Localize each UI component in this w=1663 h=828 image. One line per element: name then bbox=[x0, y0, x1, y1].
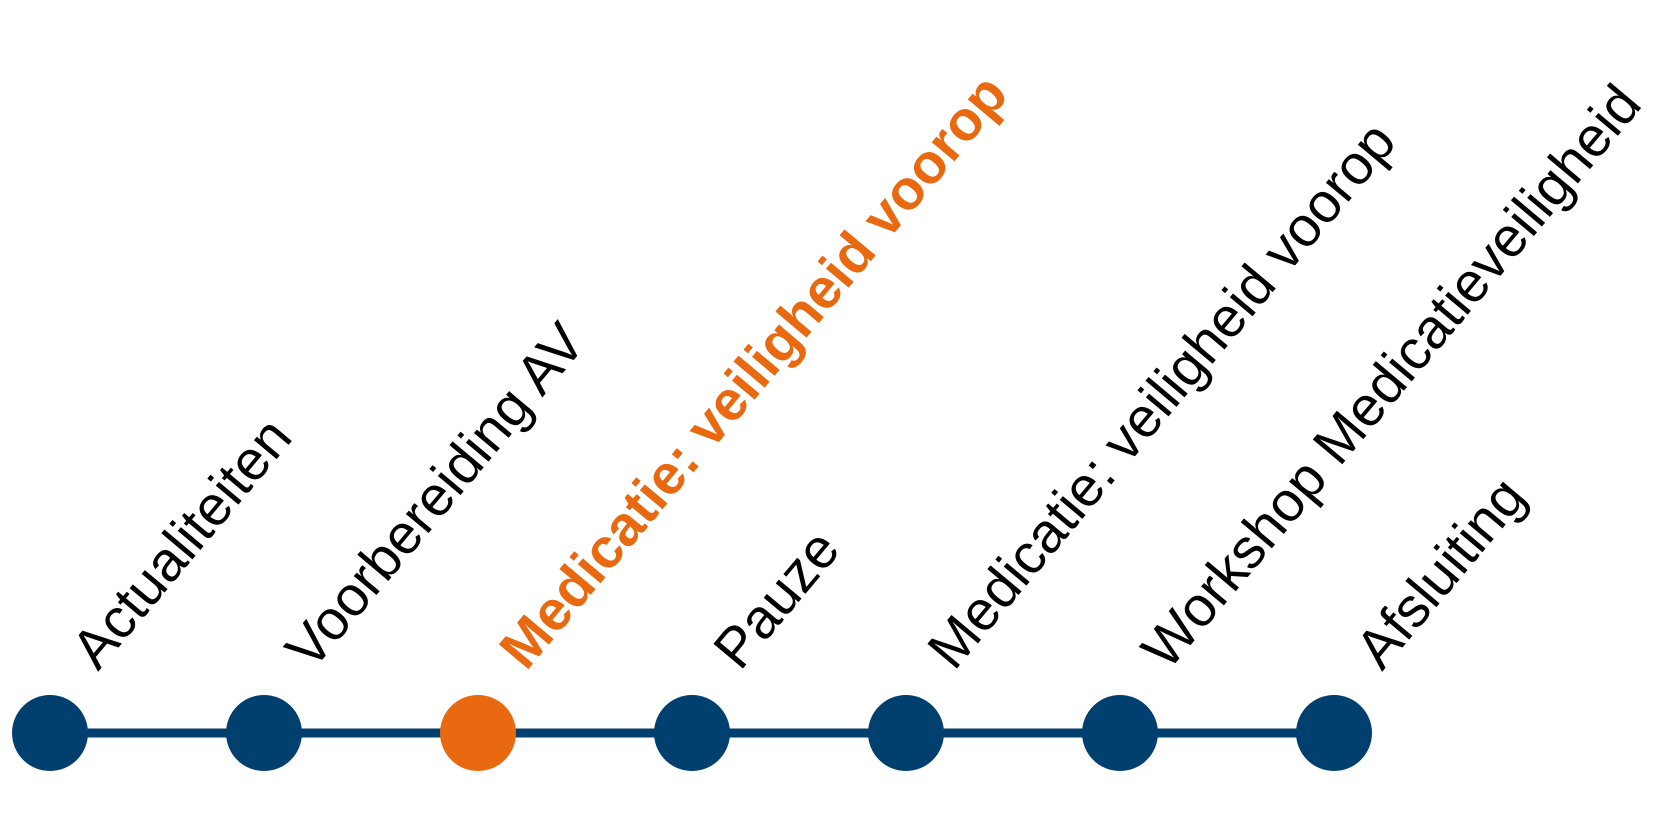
timeline-node bbox=[226, 695, 302, 771]
timeline-node bbox=[1082, 695, 1158, 771]
timeline-node bbox=[868, 695, 944, 771]
timeline-nodes bbox=[12, 695, 1372, 771]
timeline-label: Pauze bbox=[701, 518, 851, 680]
timeline-node bbox=[1296, 695, 1372, 771]
timeline-node bbox=[654, 695, 730, 771]
timeline-label: Afsluiting bbox=[1343, 465, 1537, 680]
timeline-label: Actualiteiten bbox=[59, 406, 303, 680]
timeline-node-current bbox=[440, 695, 516, 771]
timeline-node bbox=[12, 695, 88, 771]
